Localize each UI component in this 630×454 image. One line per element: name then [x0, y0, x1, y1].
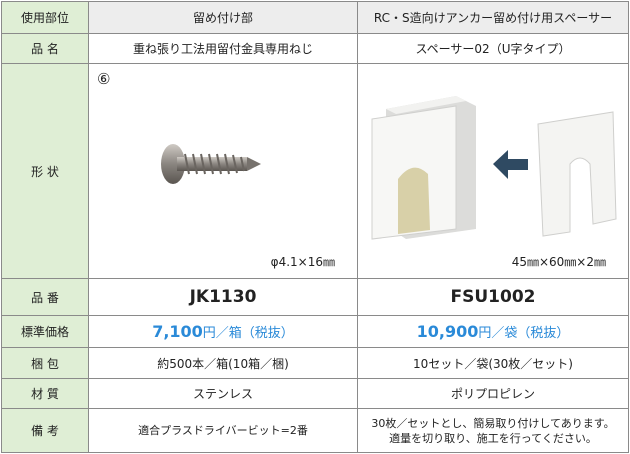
- row: 材 質 ステンレス ポリプロピレン: [1, 378, 629, 409]
- caption: 45㎜×60㎜×2㎜: [511, 255, 606, 269]
- image-cell: 45㎜×60㎜×2㎜: [357, 63, 629, 279]
- row: 備 考 適合プラスドライバービット=2番 30枚／セットとし、簡易取り付けしてあ…: [1, 408, 629, 453]
- price: 7,100: [152, 322, 203, 341]
- label-cell: 品 番: [1, 278, 89, 316]
- cell: JK1130: [88, 278, 358, 316]
- price: 10,900: [416, 322, 479, 341]
- remark-line: 30枚／セットとし、簡易取り付けしてあります。: [371, 416, 615, 430]
- remark-line: 適合プラスドライバービット=2番: [138, 424, 308, 437]
- cell: 10セット／袋(30枚／セット): [357, 347, 629, 379]
- badge: ⑥: [97, 70, 111, 88]
- label-cell: 備 考: [1, 408, 89, 453]
- row: 品 番 JK1130 FSU1002: [1, 278, 629, 316]
- column-header: 留め付け部: [88, 1, 358, 34]
- label-cell: 品 名: [1, 33, 89, 64]
- image-cell: ⑥ φ4.1×16㎜: [88, 63, 358, 279]
- cell: FSU1002: [357, 278, 629, 316]
- cell: スペーサー02（U字タイプ）: [357, 33, 629, 64]
- header-row: 使用部位 留め付け部 RC・S造向けアンカー留め付け用スペーサー: [1, 1, 629, 34]
- caption: φ4.1×16㎜: [270, 255, 335, 269]
- price-unit: 円／箱（税抜）: [202, 326, 294, 341]
- row: 梱 包 約500本／箱(10箱／梱) 10セット／袋(30枚／セット): [1, 347, 629, 379]
- row: 品 名 重ね張り工法用留付金具専用ねじ スペーサー02（U字タイプ）: [1, 33, 629, 64]
- row: 形 状 ⑥ φ4.1×16㎜ 45㎜×60㎜×2㎜: [1, 63, 629, 279]
- cell: 約500本／箱(10箱／梱): [88, 347, 358, 379]
- column-header: RC・S造向けアンカー留め付け用スペーサー: [357, 1, 629, 34]
- screw-image: [161, 144, 261, 184]
- cell: 重ね張り工法用留付金具専用ねじ: [88, 33, 358, 64]
- remark-line: 適量を切り取り、施工を行ってください。: [389, 431, 597, 445]
- spacer-image: [371, 96, 617, 240]
- cell: 適合プラスドライバービット=2番: [88, 408, 358, 453]
- cell: 30枚／セットとし、簡易取り付けしてあります。 適量を切り取り、施工を行ってくださ…: [357, 408, 629, 453]
- label-cell: 梱 包: [1, 347, 89, 379]
- cell: 10,900円／袋（税抜）: [357, 315, 629, 348]
- label-cell: 標準価格: [1, 315, 89, 348]
- row: 標準価格 7,100円／箱（税抜） 10,900円／袋（税抜）: [1, 315, 629, 348]
- price-unit: 円／袋（税抜）: [478, 326, 570, 341]
- label-cell: 使用部位: [1, 1, 89, 34]
- cell: ポリプロピレン: [357, 378, 629, 409]
- cell: ステンレス: [88, 378, 358, 409]
- cell: 7,100円／箱（税抜）: [88, 315, 358, 348]
- label-cell: 材 質: [1, 378, 89, 409]
- label-cell: 形 状: [1, 63, 89, 279]
